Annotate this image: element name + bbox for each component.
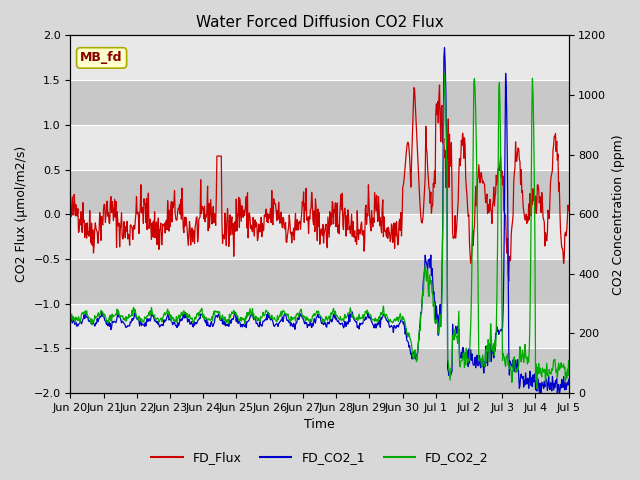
Bar xyxy=(70,125,568,169)
Bar xyxy=(70,169,568,214)
Bar xyxy=(70,348,568,393)
Title: Water Forced Diffusion CO2 Flux: Water Forced Diffusion CO2 Flux xyxy=(196,15,444,30)
Text: MB_fd: MB_fd xyxy=(81,51,123,64)
Bar xyxy=(70,304,568,348)
Y-axis label: CO2 Flux (μmol/m2/s): CO2 Flux (μmol/m2/s) xyxy=(15,146,28,282)
Bar xyxy=(70,259,568,304)
Legend: FD_Flux, FD_CO2_1, FD_CO2_2: FD_Flux, FD_CO2_1, FD_CO2_2 xyxy=(147,446,493,469)
X-axis label: Time: Time xyxy=(304,419,335,432)
Y-axis label: CO2 Concentration (ppm): CO2 Concentration (ppm) xyxy=(612,134,625,295)
Bar xyxy=(70,214,568,259)
Bar xyxy=(70,36,568,80)
Bar xyxy=(70,80,568,125)
